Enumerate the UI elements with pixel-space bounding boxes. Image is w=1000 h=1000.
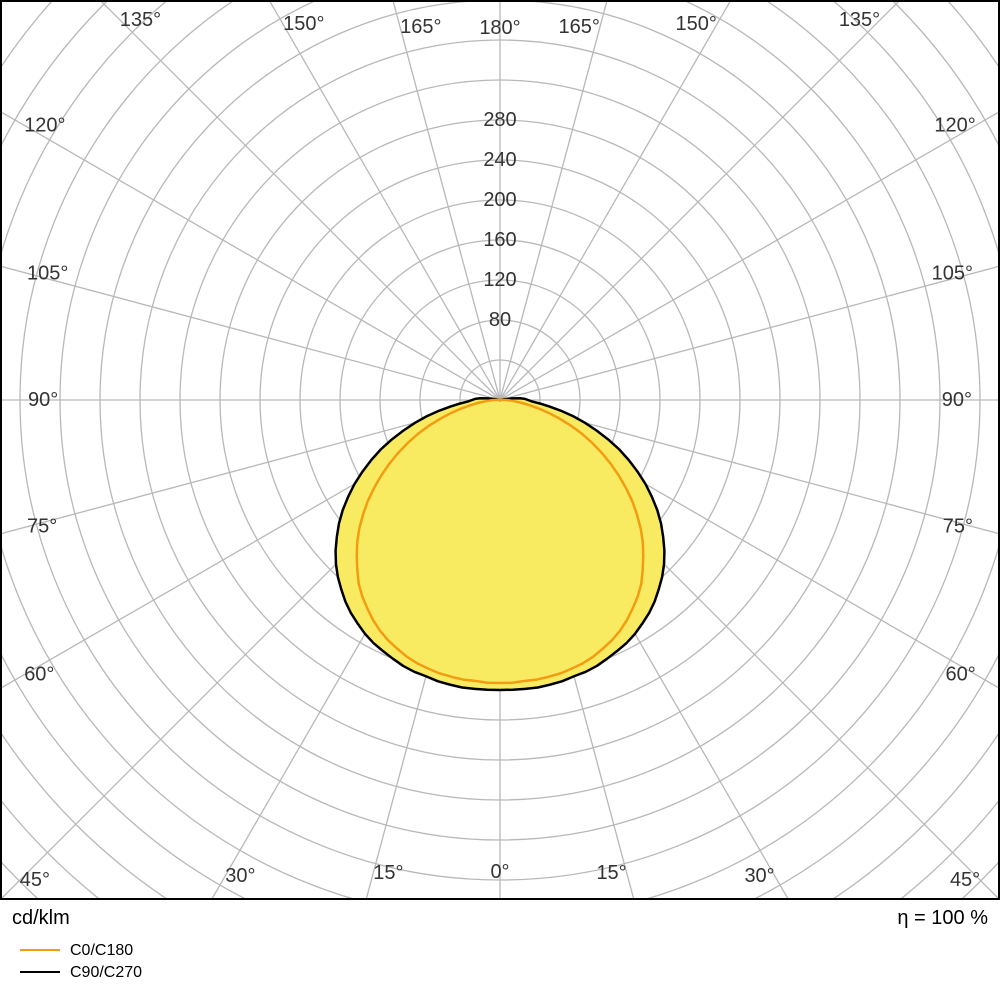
chart-svg: 80 120 160 200 240 280 0° 15° 15° 30° 30° 45° 45° 60°… (0, 0, 1000, 1000)
unit-label: cd/klm (12, 907, 70, 929)
radial-tick-label: 120 (483, 269, 516, 291)
angular-tick-label: 90° (28, 389, 58, 411)
angular-tick-label: 165° (400, 16, 441, 38)
radial-tick-label: 160 (483, 229, 516, 251)
radial-tick-label: 240 (483, 149, 516, 171)
efficiency-label: η = 100 % (897, 907, 988, 929)
radial-tick-label: 200 (483, 189, 516, 211)
angular-tick-label: 150° (283, 13, 324, 35)
angular-tick-label: 60° (24, 664, 54, 686)
angular-tick-label: 75° (27, 516, 57, 538)
angular-tick-label: 120° (934, 114, 975, 136)
angular-tick-label: 135° (120, 9, 161, 31)
angular-tick-label: 60° (946, 664, 976, 686)
angular-tick-label: 180° (479, 17, 520, 39)
legend-label: C90/C270 (70, 964, 142, 981)
angular-tick-label: 0° (490, 861, 509, 883)
angular-tick-label: 105° (27, 262, 68, 284)
angular-tick-label: 30° (225, 865, 255, 887)
angular-tick-label: 15° (596, 862, 626, 884)
angular-tick-label: 150° (676, 13, 717, 35)
angular-tick-label: 120° (24, 114, 65, 136)
legend-label: C0/C180 (70, 942, 133, 959)
angular-tick-label: 135° (839, 9, 880, 31)
angular-tick-label: 75° (943, 516, 973, 538)
radial-tick-label: 280 (483, 109, 516, 131)
angular-tick-label: 45° (20, 869, 50, 891)
angular-tick-label: 15° (373, 862, 403, 884)
radial-tick-label: 80 (489, 309, 511, 331)
angular-tick-label: 30° (744, 865, 774, 887)
angular-tick-label: 105° (932, 262, 973, 284)
angular-tick-label: 90° (942, 389, 972, 411)
polar-photometric-chart: 80 120 160 200 240 280 0° 15° 15° 30° 30° 45° 45° 60°… (0, 0, 1000, 1000)
angular-tick-label: 45° (950, 869, 980, 891)
angular-tick-label: 165° (559, 16, 600, 38)
